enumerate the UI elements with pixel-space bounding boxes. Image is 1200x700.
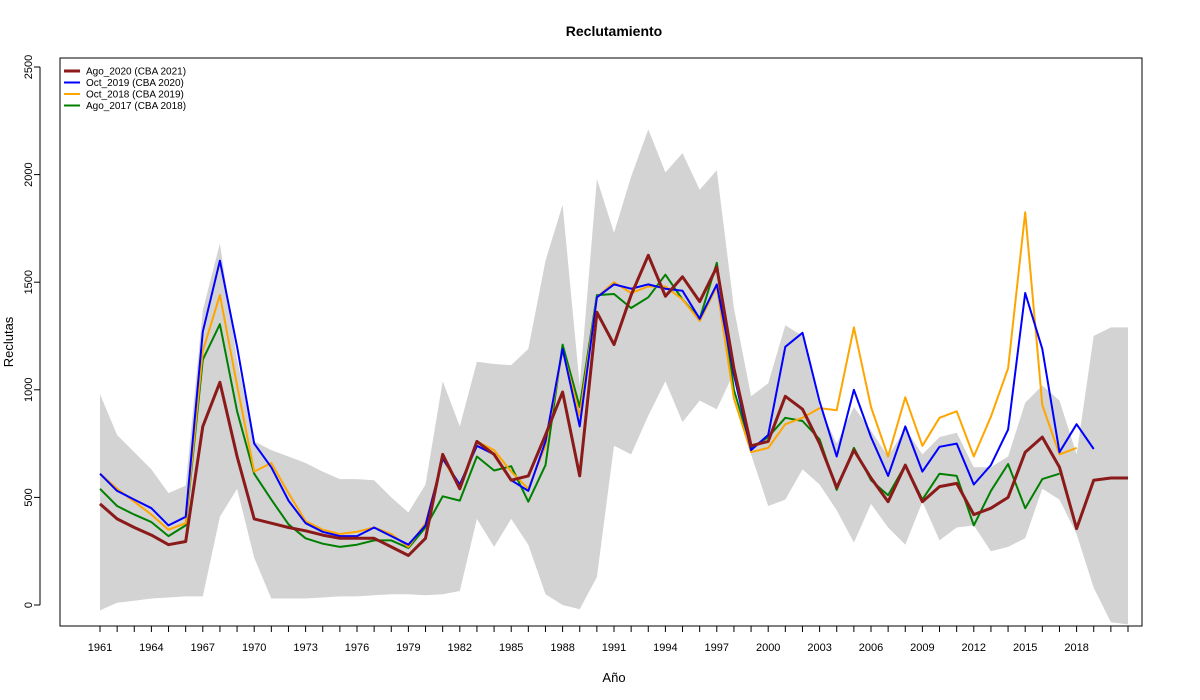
x-tick-label: 1985 xyxy=(499,642,523,654)
chart-title: Reclutamiento xyxy=(566,23,662,39)
x-tick-label: 2006 xyxy=(859,642,883,654)
y-tick-label: 2000 xyxy=(23,162,35,186)
x-tick-label: 2003 xyxy=(807,642,831,654)
x-tick-label: 1997 xyxy=(705,642,729,654)
x-tick-label: 1988 xyxy=(550,642,574,654)
series-layer xyxy=(99,211,1128,557)
x-tick-label: 1970 xyxy=(242,642,266,654)
x-tick-label: 1967 xyxy=(191,642,215,654)
x-tick-label: 2009 xyxy=(910,642,934,654)
x-tick-label: 1979 xyxy=(396,642,420,654)
series-ago-2020-line xyxy=(99,253,1128,557)
y-tick-label: 500 xyxy=(23,488,35,506)
y-tick-label: 0 xyxy=(23,602,35,608)
x-tick-label: 1976 xyxy=(345,642,369,654)
x-tick-label: 1991 xyxy=(602,642,626,654)
x-tick-label: 2000 xyxy=(756,642,780,654)
x-tick-label: 1964 xyxy=(139,642,163,654)
x-tick-label: 2015 xyxy=(1013,642,1037,654)
y-tick-label: 1000 xyxy=(23,378,35,402)
x-axis: 1961 1964 1967 1970 1973 1976 1979 1982 1985 1988… xyxy=(88,625,1129,654)
confidence-band xyxy=(100,129,1128,625)
x-tick-label: 1982 xyxy=(448,642,472,654)
legend: Ago_2020 (CBA 2021)Oct_2019 (CBA 2020)Oc… xyxy=(64,67,186,112)
x-tick-label: 1973 xyxy=(293,642,317,654)
x-tick-label: 1961 xyxy=(88,642,112,654)
y-axis-label: Reclutas xyxy=(1,316,16,367)
legend-entry-label: Oct_2019 (CBA 2020) xyxy=(86,78,184,89)
legend-entry-label: Ago_2020 (CBA 2021) xyxy=(86,67,186,78)
series-oct-2019-line xyxy=(99,259,1095,546)
legend-entry-label: Ago_2017 (CBA 2018) xyxy=(86,101,186,112)
y-tick-label: 1500 xyxy=(23,270,35,294)
legend-entry-label: Oct_2018 (CBA 2019) xyxy=(86,90,184,101)
y-axis: 0 500 1000 1500 2000 2500 xyxy=(23,55,41,608)
confidence-band-layer xyxy=(100,129,1128,625)
x-tick-label: 1994 xyxy=(653,642,677,654)
x-tick-label: 2018 xyxy=(1064,642,1088,654)
plot-area xyxy=(59,57,1143,627)
x-tick-label: 2012 xyxy=(962,642,986,654)
x-axis-label: Año xyxy=(602,670,625,685)
y-tick-label: 2500 xyxy=(23,55,35,79)
